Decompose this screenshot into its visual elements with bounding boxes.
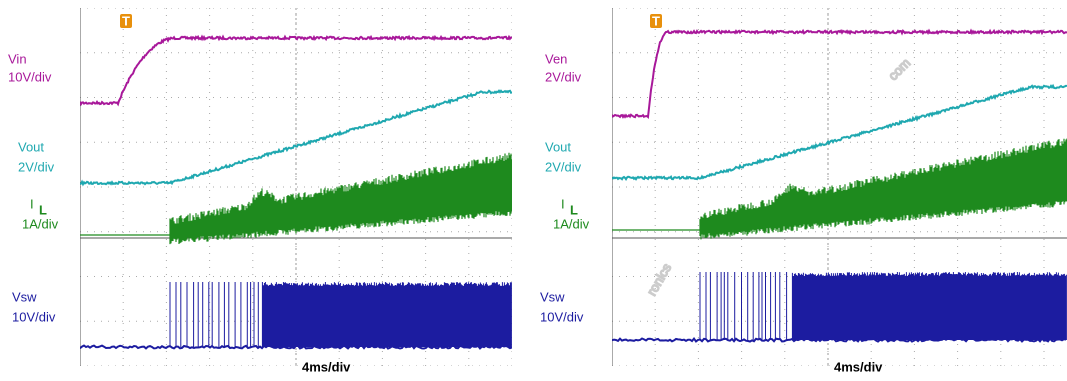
- channel-name: I: [30, 196, 34, 211]
- channel-name: Vout: [545, 139, 571, 154]
- watermark: ronics: [644, 260, 675, 298]
- channel-subscript: L: [570, 202, 578, 217]
- timebase-label: 4ms/div: [834, 359, 883, 374]
- timebase-label: 4ms/div: [302, 359, 351, 374]
- channel-scale: 10V/div: [540, 309, 584, 324]
- channel-scale: 2V/div: [545, 159, 582, 174]
- channel-scale: 2V/div: [18, 159, 55, 174]
- scope-screen: [80, 8, 512, 366]
- channel-subscript: L: [39, 202, 47, 217]
- scope-screen: [612, 8, 1067, 366]
- waveform: [612, 31, 1067, 117]
- channel-scale: 10V/div: [12, 309, 56, 324]
- channel-name: Vout: [18, 139, 44, 154]
- trigger-label: T: [652, 13, 660, 28]
- channel-scale: 2V/div: [545, 69, 582, 84]
- channel-name: I: [561, 196, 565, 211]
- waveform: [170, 282, 511, 347]
- channel-scale: 10V/div: [8, 69, 52, 84]
- waveform: [80, 153, 512, 244]
- channel-name: Vsw: [12, 289, 37, 304]
- watermark: com: [885, 55, 913, 83]
- channel-scale: 1A/div: [553, 216, 590, 231]
- trigger-label: T: [122, 13, 130, 28]
- waveform: [612, 139, 1067, 240]
- channel-name: Vin: [8, 51, 27, 66]
- page: {"panels": [ {"channels": [ {"name": "Vi…: [0, 0, 1067, 381]
- waveform: [700, 272, 1066, 340]
- channel-name: Ven: [545, 51, 567, 66]
- scope-screenshot: TVin10V/divVout2V/divIL1A/divVsw10V/div4…: [0, 0, 1067, 381]
- channel-scale: 1A/div: [22, 216, 59, 231]
- channel-name: Vsw: [540, 289, 565, 304]
